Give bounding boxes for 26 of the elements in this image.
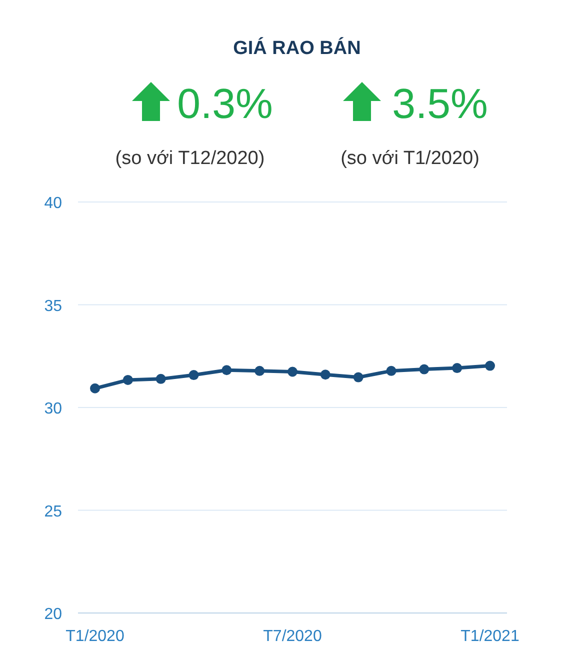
text: (so với T12/2020) <box>115 148 265 169</box>
point <box>122 374 133 385</box>
y-tick-label: 25 <box>44 503 62 520</box>
chart-title: GIÁ RAO BÁN <box>233 37 361 59</box>
y-tick-label: 30 <box>44 400 62 418</box>
point <box>386 366 396 376</box>
point <box>254 366 265 376</box>
x-tick-label: T1/2020 <box>66 628 124 645</box>
y-tick-label: 20 <box>44 606 62 623</box>
point <box>90 383 100 394</box>
y-tick-label: 40 <box>44 195 62 212</box>
point <box>288 366 298 377</box>
point <box>485 360 495 371</box>
point <box>222 365 232 376</box>
x-tick-label: T7/2020 <box>263 628 322 645</box>
point <box>156 374 166 384</box>
text: (so với T1/2020) <box>340 148 480 169</box>
point <box>353 372 364 382</box>
point <box>452 363 462 374</box>
point <box>320 370 330 380</box>
y-tick-label: 35 <box>44 298 62 315</box>
text: 0.3% <box>177 80 273 127</box>
text: 3.5% <box>392 80 488 127</box>
point <box>419 364 430 374</box>
x-tick-label: T1/2021 <box>460 628 520 645</box>
point <box>188 370 199 380</box>
